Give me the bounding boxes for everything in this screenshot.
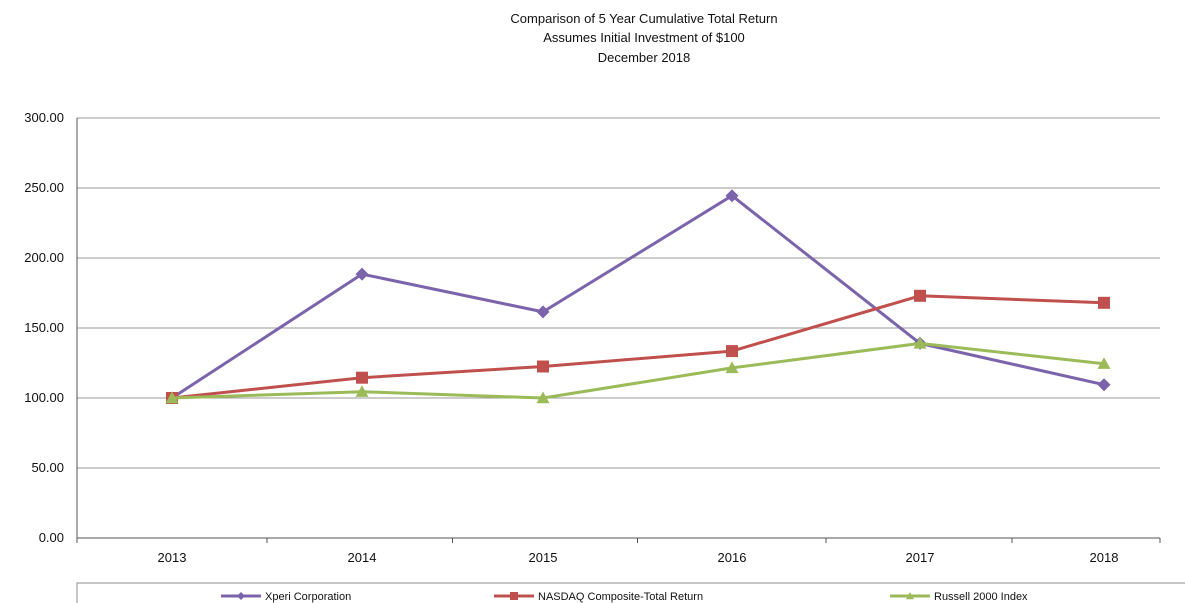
y-tick-label: 0.00	[39, 530, 64, 545]
series-line-nasdaq-composite-total-return	[171, 294, 1105, 400]
data-point-russell-2000-index	[355, 385, 369, 397]
data-point-nasdaq-composite-total-return	[356, 371, 368, 384]
data-point-russell-2000-index	[913, 336, 927, 349]
data-point-nasdaq-composite-total-return	[726, 345, 738, 358]
data-point-russell-2000-index	[165, 391, 179, 404]
legend-swatch-marker	[510, 592, 518, 600]
legend-item-russell-2000-index: Russell 2000 Index	[890, 591, 1028, 603]
series-russell-2000-index	[165, 336, 1111, 404]
x-tick-label: 2017	[906, 550, 935, 565]
legend-label: NASDAQ Composite-Total Return	[538, 591, 703, 603]
x-axis-tick-labels: 2013 2014 2015 2016 2017 2018	[158, 550, 1119, 565]
legend-item-xperi-corporation: Xperi Corporation	[221, 591, 351, 603]
y-tick-label: 250.00	[24, 180, 64, 195]
data-point-nasdaq-composite-total-return	[914, 289, 926, 302]
y-tick-label: 100.00	[24, 390, 64, 405]
data-point-nasdaq-composite-total-return	[1098, 296, 1110, 309]
chart-title-line-1: Comparison of 5 Year Cumulative Total Re…	[510, 11, 777, 26]
series-lines	[165, 189, 1111, 405]
data-point-xperi-corporation	[355, 267, 369, 281]
legend-label: Russell 2000 Index	[934, 591, 1028, 603]
x-tick-label: 2014	[348, 550, 377, 565]
y-tick-label: 300.00	[24, 110, 64, 125]
legend-swatch-marker	[237, 592, 245, 600]
legend-item-nasdaq-composite-total-return: NASDAQ Composite-Total Return	[494, 591, 703, 603]
y-tick-label: 50.00	[31, 460, 64, 475]
y-tick-label: 200.00	[24, 250, 64, 265]
data-point-nasdaq-composite-total-return	[537, 360, 549, 373]
x-tick-label: 2013	[158, 550, 187, 565]
y-tick-label: 150.00	[24, 320, 64, 335]
legend: Xperi Corporation NASDAQ Composite-Total …	[76, 582, 1185, 603]
x-tick-label: 2016	[718, 550, 747, 565]
data-point-russell-2000-index	[536, 391, 550, 404]
axes	[76, 118, 1161, 543]
x-tick-label: 2015	[529, 550, 558, 565]
data-point-xperi-corporation	[725, 189, 739, 203]
series-nasdaq-composite-total-return	[166, 289, 1110, 404]
data-point-xperi-corporation	[1097, 378, 1111, 392]
series-line-russell-2000-index	[171, 341, 1105, 400]
y-axis-tick-labels: 0.00 50.00 100.00 150.00 200.00 250.00 300.00	[24, 110, 64, 545]
chart-title-line-2: Assumes Initial Investment of $100	[543, 30, 745, 45]
series-line-xperi-corporation	[171, 194, 1105, 400]
legend-label: Xperi Corporation	[265, 591, 351, 603]
legend-swatch-marker	[906, 592, 914, 600]
chart-title: Comparison of 5 Year Cumulative Total Re…	[510, 11, 777, 65]
data-point-russell-2000-index	[725, 361, 739, 374]
data-point-russell-2000-index	[1097, 357, 1111, 369]
chart-title-line-3: December 2018	[598, 50, 691, 65]
gridlines	[77, 117, 1160, 539]
x-tick-label: 2018	[1090, 550, 1119, 565]
data-point-xperi-corporation	[536, 305, 550, 319]
